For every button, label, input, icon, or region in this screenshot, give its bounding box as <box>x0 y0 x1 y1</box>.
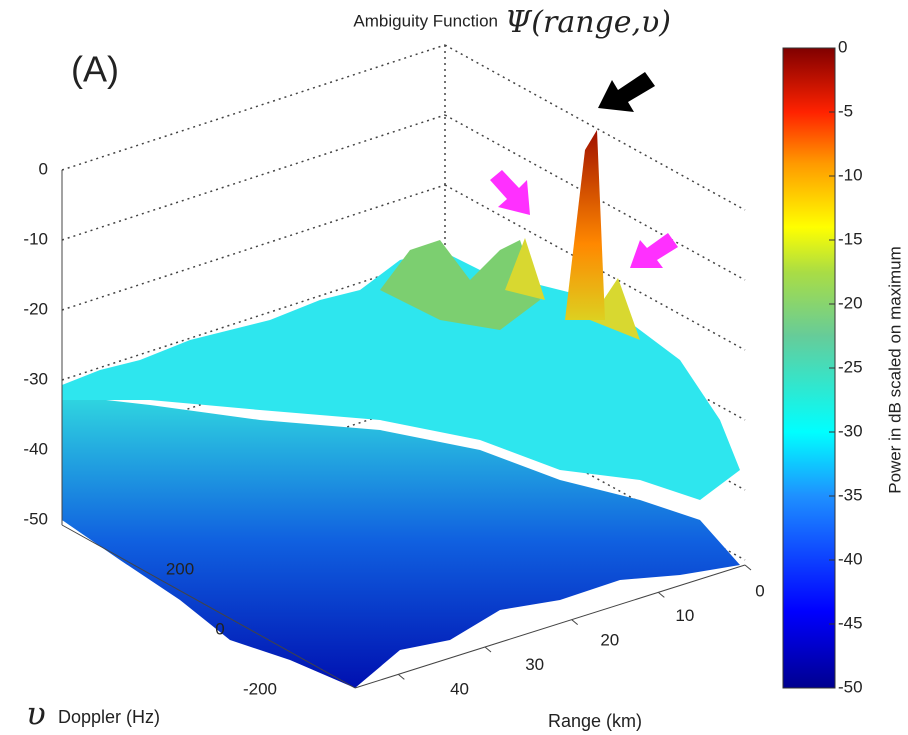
colorbar-tick-label: -10 <box>838 165 863 184</box>
surface-side-peak <box>505 238 640 340</box>
grid-line <box>61 254 446 381</box>
surface-ridge <box>380 240 540 330</box>
panel-label: (A) <box>71 49 119 90</box>
chart-title-formula: Ψ(range,υ) <box>505 5 671 40</box>
y-tick-label: 0 <box>215 619 224 638</box>
x-tick-label: 40 <box>450 679 469 698</box>
colorbar-tick-label: -45 <box>838 613 863 632</box>
grid-line <box>61 184 446 311</box>
y-axis-symbol: υ <box>26 695 45 733</box>
arrow-side-peak-left <box>490 170 530 215</box>
x-tick-label: 30 <box>525 655 544 674</box>
colorbar-tick-label: -5 <box>838 101 853 120</box>
colorbar-tick-label: -35 <box>838 485 863 504</box>
chart-title: Ambiguity Function <box>353 11 498 30</box>
x-tick <box>398 673 405 680</box>
surface-skirt <box>62 395 740 688</box>
colorbar-tick-label: -25 <box>838 357 863 376</box>
x-tick-label: 20 <box>600 630 619 649</box>
arrow-side-peak-right <box>630 233 678 268</box>
x-tick-label: 10 <box>675 606 694 625</box>
y-tick-label: 200 <box>166 559 194 578</box>
z-tick-label: -30 <box>23 369 48 388</box>
z-tick-label: 0 <box>39 159 48 178</box>
x-tick <box>571 619 578 626</box>
grid-line <box>61 114 446 241</box>
z-tick-label: -20 <box>23 299 48 318</box>
colorbar-tick-label: -40 <box>838 549 863 568</box>
y-axis-label: Doppler (Hz) <box>58 707 160 727</box>
x-tick <box>484 646 492 653</box>
colorbar-tick-label: 0 <box>838 37 847 56</box>
colorbar-tick-label: -20 <box>838 293 863 312</box>
z-tick-label: -40 <box>23 439 48 458</box>
colorbar-label: Power in dB scaled on maximum <box>885 246 904 494</box>
colorbar-tick-label: -50 <box>838 677 863 696</box>
range-axis <box>354 564 746 689</box>
x-tick <box>744 564 752 571</box>
arrow-main-peak <box>598 72 655 112</box>
y-tick-label: -200 <box>243 679 277 698</box>
z-tick-label: -50 <box>23 509 48 528</box>
surface-main-peak <box>565 130 605 320</box>
x-axis-label: Range (km) <box>548 711 642 731</box>
colorbar-tick-label: -30 <box>838 421 863 440</box>
surface <box>62 130 740 688</box>
z-tick-label: -10 <box>23 229 48 248</box>
x-tick <box>658 591 665 598</box>
doppler-axis <box>61 524 356 689</box>
x-tick-label: 0 <box>755 581 764 600</box>
grid-line <box>61 44 446 171</box>
colorbar <box>782 47 836 689</box>
colorbar-tick-label: -15 <box>838 229 863 248</box>
